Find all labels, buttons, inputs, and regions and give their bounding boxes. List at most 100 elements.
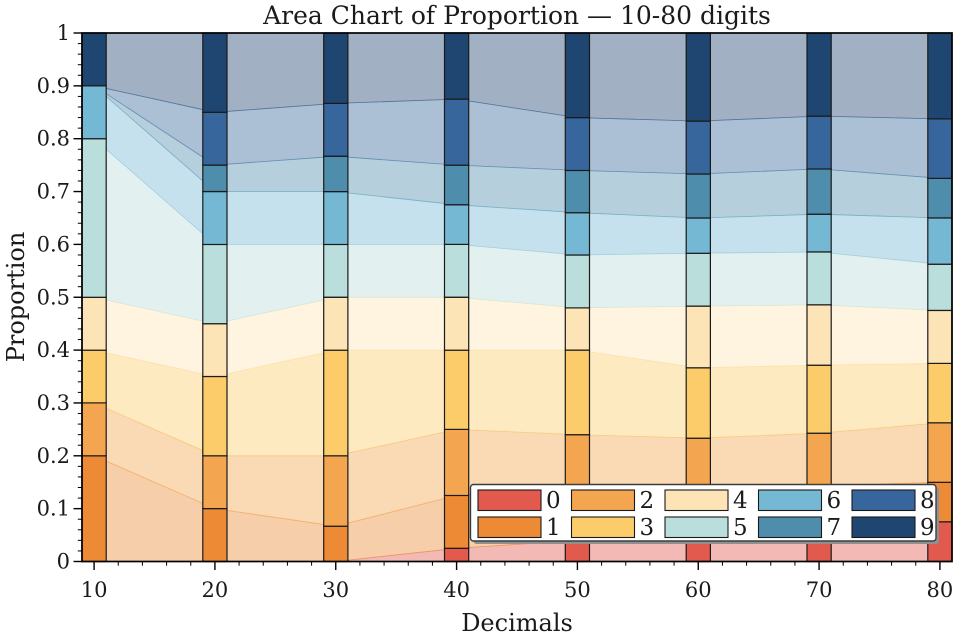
bar-segment-x60-digit-5 — [685, 252, 712, 307]
legend-item-2: 2 — [570, 488, 654, 514]
legend-item-9: 9 — [851, 515, 935, 541]
x-tick-label-70: 70 — [806, 578, 833, 602]
bar-segment-x70-digit-3 — [806, 364, 832, 434]
legend-swatch-3 — [570, 516, 636, 539]
x-tick-label-40: 40 — [443, 578, 470, 602]
y-tick-label-0.5: 0.5 — [37, 285, 70, 309]
bar-segment-x50-digit-6 — [564, 212, 591, 256]
stacked-bar-x30 — [323, 32, 349, 563]
bar-segment-x10-digit-6 — [81, 85, 107, 140]
bar-segment-x10-digit-5 — [81, 138, 107, 298]
bar-segment-x20-digit-3 — [202, 375, 228, 457]
legend-swatch-4 — [664, 489, 729, 512]
y-tick-label-0.1: 0.1 — [37, 497, 70, 521]
bar-segment-x40-digit-9 — [443, 32, 470, 100]
bar-segment-x50-digit-7 — [564, 169, 591, 214]
x-axis-label: Decimals — [461, 609, 573, 637]
legend-swatch-7 — [757, 516, 823, 539]
bar-segment-x60-digit-4 — [685, 305, 712, 369]
bar-segment-x30-digit-7 — [323, 155, 349, 193]
bar-segment-x80-digit-5 — [927, 263, 953, 312]
y-axis-label: Proportion — [2, 232, 30, 363]
bar-segment-x60-digit-9 — [685, 32, 712, 122]
bar-segment-x40-digit-0 — [443, 547, 470, 563]
x-tick-label-80: 80 — [927, 578, 954, 602]
legend-label-3: 3 — [640, 515, 655, 541]
bar-segment-x30-digit-9 — [323, 32, 349, 105]
legend-item-4: 4 — [664, 488, 748, 514]
legend-item-7: 7 — [757, 515, 841, 541]
bar-segment-x20-digit-2 — [202, 455, 228, 510]
legend-swatch-0 — [477, 489, 542, 512]
bar-segment-x40-digit-3 — [443, 349, 470, 431]
bar-segment-x50-digit-8 — [564, 116, 591, 172]
bar-segment-x80-digit-3 — [927, 362, 953, 424]
bar-segment-x20-digit-1 — [202, 508, 228, 563]
y-tick-label-0.2: 0.2 — [37, 444, 70, 468]
bar-segment-x30-digit-4 — [323, 296, 349, 351]
y-tick-label-0.6: 0.6 — [37, 232, 70, 256]
bar-segment-x40-digit-1 — [443, 494, 470, 549]
bar-segment-x60-digit-2 — [685, 437, 712, 492]
x-tick-label-20: 20 — [202, 578, 229, 602]
bar-segment-x50-digit-4 — [564, 307, 591, 351]
bar-segment-x70-digit-8 — [806, 115, 832, 170]
stacked-bar-x40 — [443, 32, 470, 563]
bar-segment-x80-digit-8 — [927, 118, 953, 180]
y-tick-label-0: 0 — [57, 550, 70, 574]
bar-segment-x60-digit-7 — [685, 173, 712, 219]
bar-segment-x80-digit-6 — [927, 217, 953, 265]
legend-label-6: 6 — [827, 488, 842, 514]
bar-segment-x40-digit-6 — [443, 204, 470, 246]
bar-segment-x70-digit-7 — [806, 168, 832, 215]
y-tick-label-0.4: 0.4 — [37, 338, 70, 362]
y-tick-label-0.9: 0.9 — [37, 74, 70, 98]
bar-segment-x80-digit-4 — [927, 309, 953, 365]
bar-segment-x30-digit-1 — [323, 525, 349, 563]
legend-label-4: 4 — [733, 488, 748, 514]
bar-segment-x70-digit-5 — [806, 251, 832, 306]
bar-segment-x30-digit-6 — [323, 191, 349, 246]
legend-label-1: 1 — [546, 515, 561, 541]
y-tick-label-0.7: 0.7 — [37, 180, 70, 204]
bar-segment-x10-digit-1 — [81, 455, 107, 563]
bar-segment-x30-digit-8 — [323, 102, 349, 157]
bar-segment-x50-digit-2 — [564, 434, 591, 489]
bar-segment-x70-digit-6 — [806, 213, 832, 253]
stacked-bar-x70 — [806, 32, 832, 563]
x-tick-label-60: 60 — [685, 578, 712, 602]
bar-segment-x20-digit-4 — [202, 323, 228, 378]
bar-segment-x80-digit-2 — [927, 422, 953, 483]
chart-title: Area Chart of Proportion — 10-80 digits — [262, 1, 771, 30]
legend-swatch-5 — [664, 516, 729, 539]
bar-segment-x40-digit-7 — [443, 164, 470, 206]
stacked-bar-x50 — [564, 32, 591, 563]
legend-swatch-9 — [851, 516, 916, 539]
y-tick-label-1: 1 — [57, 21, 70, 45]
bar-segment-x80-digit-9 — [927, 32, 953, 120]
legend-item-8: 8 — [851, 488, 935, 514]
bar-segment-x40-digit-2 — [443, 428, 470, 497]
bar-segment-x60-digit-3 — [685, 367, 712, 439]
bar-segment-x70-digit-4 — [806, 304, 832, 366]
legend-item-5: 5 — [664, 515, 748, 541]
axes: 10 20 30 40 50 60 70 8000.10.20.30.40.50.60.70.… — [37, 21, 954, 602]
bar-segment-x60-digit-6 — [685, 217, 712, 254]
x-tick-label-50: 50 — [564, 578, 591, 602]
bar-segment-x20-digit-8 — [202, 111, 228, 166]
bar-segment-x20-digit-6 — [202, 191, 228, 246]
x-tick-label-10: 10 — [81, 578, 108, 602]
bar-segment-x10-digit-2 — [81, 402, 107, 457]
bar-segment-x70-digit-2 — [806, 432, 832, 487]
legend-swatch-6 — [757, 489, 823, 512]
stacked-bar-x80 — [927, 32, 953, 563]
bar-segment-x50-digit-9 — [564, 32, 591, 119]
bar-segment-x60-digit-8 — [685, 120, 712, 175]
legend: 01 23 45 67 89 — [469, 483, 939, 544]
bar-segment-x20-digit-5 — [202, 243, 228, 325]
bar-segment-x10-digit-4 — [81, 296, 107, 351]
bar-overlay — [81, 32, 953, 563]
legend-swatch-1 — [477, 516, 542, 539]
legend-label-5: 5 — [733, 515, 748, 541]
